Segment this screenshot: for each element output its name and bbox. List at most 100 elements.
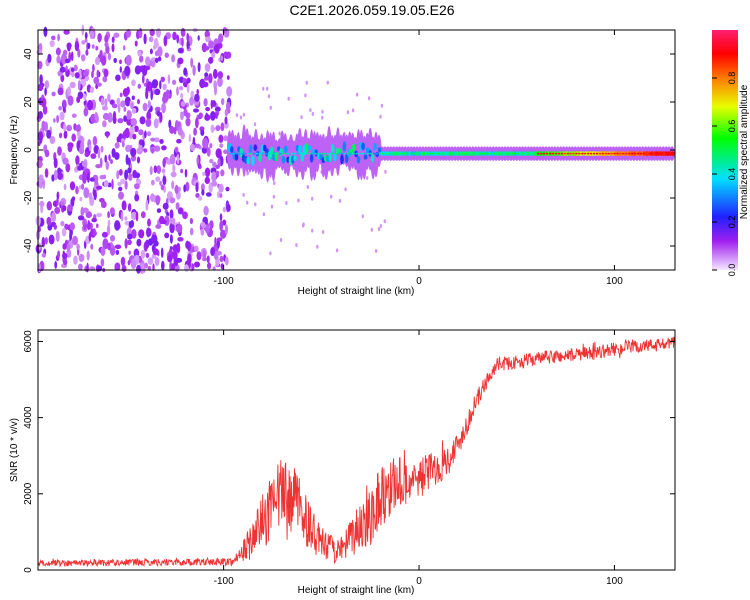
spectrogram-cell (399, 152, 402, 155)
spectrogram-cell (38, 225, 41, 233)
spectrogram-cell (355, 92, 359, 97)
spectrogram-cell (540, 152, 543, 155)
spectrogram-cell (81, 183, 85, 190)
spectrogram-cell (176, 223, 183, 233)
spectrogram-cell (170, 171, 177, 178)
spectrogram-cell (225, 51, 232, 59)
spectrogram-cell (300, 152, 305, 162)
spectrogram-cell (102, 238, 109, 250)
spectrogram-cell (379, 152, 382, 155)
spectrogram-cell (255, 152, 259, 155)
spectrogram-cell (67, 204, 73, 212)
spectrogram-cell (172, 164, 176, 173)
spectrogram-cell (65, 58, 70, 64)
spectrogram-cell (246, 156, 250, 165)
spectrogram-cell (321, 230, 325, 234)
spectrogram-cell (344, 187, 347, 192)
spectrogram-cell (51, 91, 56, 97)
spectrogram-cell (220, 169, 225, 177)
spectrogram-cell (282, 152, 285, 155)
spectrogram-cell (124, 238, 128, 249)
spectrogram-cell (587, 152, 590, 155)
spectrogram-cell (307, 145, 312, 151)
spectrogram-cell (54, 206, 61, 215)
spectrogram-cell (214, 237, 217, 245)
spectrogram-cell (383, 219, 386, 224)
spectrogram-cell (69, 181, 76, 191)
spectrogram-cell (190, 90, 195, 99)
spectrogram-cell (575, 152, 578, 155)
spectrogram-cell (219, 255, 224, 263)
spectrogram-cell (224, 256, 229, 266)
spectrogram-cell (78, 185, 82, 190)
spectrogram-cell (202, 81, 209, 88)
spectrogram-cell (37, 60, 43, 70)
spectrogram-cell (251, 155, 255, 166)
spectrogram-cell (56, 115, 60, 123)
spectrogram-cell (174, 184, 179, 195)
spectrogram-cell (71, 113, 77, 118)
spectrogram-cell (326, 152, 329, 155)
spectrogram-cell (154, 50, 159, 57)
snr-frame (37, 329, 676, 571)
spectrogram-cell (287, 96, 290, 101)
spectrogram-cell (102, 105, 108, 111)
spectrogram-cell (200, 129, 205, 136)
spectrogram-cell (425, 152, 429, 155)
spectrogram-cell (187, 253, 192, 265)
spectrogram-cell (105, 160, 110, 170)
spectrogram-cell (162, 202, 169, 210)
spectrogram-cell (121, 265, 127, 272)
spectrogram-cell (123, 115, 127, 122)
spectrogram-cell (69, 222, 76, 231)
spectrogram-cell (168, 92, 171, 99)
spectrogram-cell (381, 152, 385, 155)
spectrogram-cell (114, 244, 122, 250)
spectrogram-cell (102, 75, 108, 83)
spectrogram-cell (209, 158, 214, 164)
colorbar-tick-label: 0.4 (727, 168, 737, 181)
spectrogram-cell (214, 85, 217, 96)
spectrogram-cell (38, 263, 41, 273)
spectrogram-cell (180, 101, 186, 107)
snr-x-tick-label: -100 (214, 576, 234, 587)
spectrogram-cell (239, 115, 243, 120)
spectrogram-cell (261, 152, 264, 155)
spectrogram-cell (337, 148, 342, 154)
spectrogram-cell (138, 129, 144, 136)
spectrogram-cell (218, 33, 224, 43)
spectrogram-panel: -100 0 100 -40 -20 0 20 40 Height of straight … (9, 24, 676, 297)
spectrogram-cell (65, 163, 71, 173)
spectrogram-cell (127, 203, 132, 212)
spectrogram-cell (183, 67, 188, 76)
spectrogram-cell (235, 152, 238, 155)
spectrogram-cell (639, 152, 642, 155)
spectrogram-cell (167, 74, 171, 84)
spectrogram-cell (161, 168, 166, 174)
spectrogram-cell (281, 155, 286, 164)
spectrogram-cell (248, 144, 253, 154)
spectrogram-cell (96, 69, 100, 78)
spectrogram-cell (137, 83, 141, 89)
spectrogram-cell (186, 40, 190, 50)
spectrogram-cell (156, 165, 162, 174)
spectrogram-cell (120, 100, 126, 108)
spectrogram-cell (184, 264, 189, 272)
spectrogram-cell (222, 219, 227, 226)
spectrogram-cell (97, 148, 101, 159)
spectrogram-cell (78, 263, 83, 271)
spectrogram-cell (211, 51, 216, 59)
spectrogram-cell (285, 201, 288, 205)
spectrogram-cell (253, 122, 257, 127)
spectrogram-cell (216, 191, 221, 199)
spectrogram-cell (499, 152, 502, 155)
spectrogram-cell (311, 228, 314, 233)
spectrogram-cell (145, 199, 149, 211)
spectrogram-cell (91, 44, 95, 49)
spectrogram-cell (38, 174, 44, 183)
spectrogram-cell (124, 169, 129, 181)
spectrogram-cell (338, 198, 342, 203)
spectrogram-cell (86, 262, 89, 273)
spectrogram-cell (144, 262, 149, 269)
spectrogram-cell (253, 144, 258, 152)
